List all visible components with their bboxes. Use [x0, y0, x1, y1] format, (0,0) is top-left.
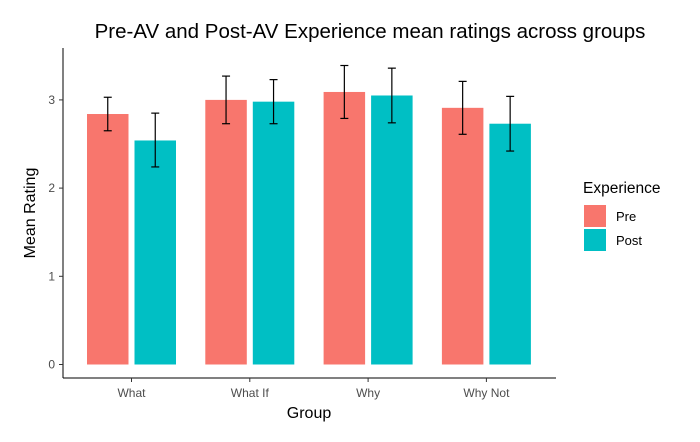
legend-label-pre: Pre	[616, 209, 636, 224]
error-bar	[340, 64, 349, 120]
legend-swatch-pre	[584, 205, 606, 227]
legend-label-post: Post	[616, 233, 642, 248]
bar-post-what	[134, 140, 176, 365]
y-tick-label: 0	[48, 358, 55, 372]
bar-post-why	[371, 95, 413, 365]
x-axis-ticks: What What If Why Why Not	[117, 378, 510, 400]
y-axis-title: Mean Rating	[22, 168, 39, 259]
y-tick-label: 1	[48, 269, 55, 283]
error-bar	[387, 67, 396, 124]
error-bar	[269, 79, 278, 125]
legend: Experience Pre Post	[583, 180, 661, 251]
bar-pre-what	[87, 114, 129, 365]
y-axis-ticks: 0 1 2 3	[48, 93, 63, 372]
bar-post-what-if	[252, 101, 295, 365]
chart-title: Pre-AV and Post-AV Experience mean ratin…	[95, 20, 646, 43]
bar-pre-what-if	[205, 99, 247, 365]
error-bar	[222, 75, 231, 125]
bar-pre-why-not	[441, 107, 484, 365]
y-tick-label: 3	[48, 93, 55, 107]
x-tick-label: Why Not	[463, 386, 510, 400]
bar-post-why-not	[489, 123, 531, 365]
error-bar	[151, 112, 160, 168]
plot-area	[87, 64, 531, 365]
x-tick-label: Why	[356, 386, 380, 400]
legend-swatch-post	[584, 229, 606, 251]
y-tick-label: 2	[48, 181, 55, 195]
bar-pre-why	[323, 91, 366, 365]
x-axis-title: Group	[287, 405, 332, 422]
x-tick-label: What	[117, 386, 146, 400]
error-bar	[103, 96, 112, 132]
error-bar	[506, 95, 515, 152]
error-bar	[458, 80, 467, 135]
x-tick-label: What If	[231, 386, 270, 400]
legend-title: Experience	[583, 180, 661, 197]
